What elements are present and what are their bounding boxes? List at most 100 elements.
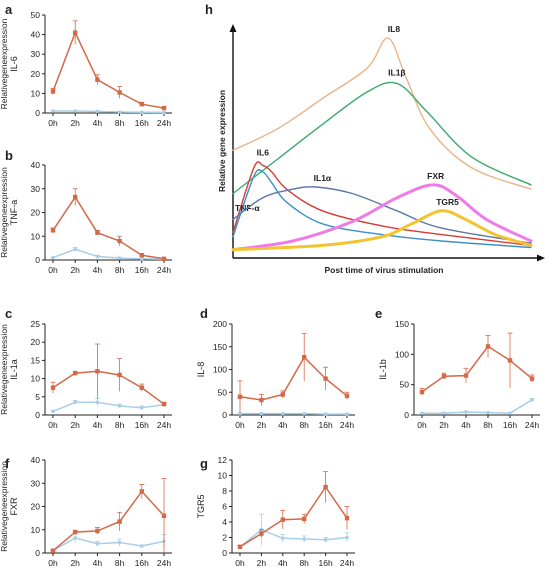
data-point — [73, 536, 77, 540]
x-tick-label: 4h — [93, 420, 103, 430]
y-axis-label-secondary: Relativegeneexpression — [0, 18, 9, 109]
data-point — [139, 385, 144, 390]
data-point — [51, 409, 55, 414]
data-point — [302, 355, 307, 360]
x-tick-label: 16h — [319, 558, 333, 568]
y-axis-label-secondary: Relativegeneexpression — [0, 461, 9, 552]
series-treated — [50, 188, 167, 262]
data-point — [50, 385, 56, 390]
x-tick-label: 0h — [48, 118, 58, 128]
data-point — [161, 105, 167, 111]
data-point — [507, 358, 513, 363]
data-point — [73, 370, 78, 376]
x-tick-label: 0h — [48, 265, 58, 275]
x-tick-label: 4h — [278, 420, 288, 430]
y-tick-label: 50 — [400, 380, 410, 390]
data-point — [259, 531, 264, 536]
curve-label-FXR: FXR — [427, 171, 444, 181]
x-tick-label: 4h — [93, 558, 103, 568]
data-point — [529, 376, 535, 381]
data-point — [117, 256, 122, 260]
y-tick-label: 5 — [35, 392, 40, 402]
data-point — [140, 405, 144, 410]
data-point — [95, 528, 100, 534]
x-tick-label: 24h — [157, 420, 171, 430]
y-tick-label: 15 — [31, 355, 41, 365]
data-point — [117, 540, 122, 545]
data-point — [140, 257, 144, 261]
data-point — [238, 411, 242, 416]
x-tick-label: 2h — [70, 420, 80, 430]
y-tick-label: 0 — [222, 410, 227, 420]
data-point — [441, 373, 447, 379]
curve-TNFa — [232, 168, 532, 249]
data-point — [486, 410, 490, 415]
series-control — [419, 398, 535, 415]
data-point — [73, 30, 78, 35]
series-line — [52, 401, 165, 413]
y-tick-label: 6 — [222, 502, 227, 512]
data-point — [73, 109, 77, 113]
data-point — [73, 194, 78, 200]
panel-label-c: c — [5, 306, 12, 321]
series-line — [52, 248, 165, 261]
y-tick-label: 10 — [31, 525, 41, 535]
data-point — [259, 397, 264, 403]
series-line — [52, 490, 165, 552]
x-tick-label: 24h — [525, 420, 539, 430]
x-tick-label: 24h — [157, 118, 171, 128]
data-point — [162, 110, 166, 115]
data-point — [50, 548, 56, 553]
y-tick-label: 200 — [213, 319, 227, 329]
series-treated — [419, 332, 535, 396]
curve-FXR — [231, 183, 533, 252]
data-point — [419, 389, 425, 395]
curve-label-TGR5: TGR5 — [436, 197, 459, 207]
x-tick-label: 0h — [48, 420, 58, 430]
y-tick-label: 0 — [35, 255, 40, 265]
curve-label-IL1a: IL1α — [314, 173, 332, 183]
x-tick-label: 8h — [483, 420, 493, 430]
panel-b: b 0 10 20 30 40 0h 2h 4h 8h 16h 24h TNF-aRelativegen… — [0, 148, 172, 275]
data-point — [280, 517, 285, 522]
series-control — [50, 398, 167, 414]
panel-label-a: a — [5, 2, 13, 17]
series-line — [421, 345, 533, 393]
y-tick-label: 0 — [222, 548, 227, 558]
data-point — [95, 541, 100, 546]
x-tick-label: 2h — [257, 420, 267, 430]
series-line — [240, 412, 347, 415]
series-line — [53, 110, 165, 114]
y-axis-label: IL-6 — [9, 56, 19, 72]
series-line — [52, 537, 165, 552]
y-tick-label: 0 — [35, 108, 40, 118]
series-line — [52, 30, 165, 109]
series-line — [422, 399, 533, 414]
series-line — [239, 485, 348, 548]
data-point — [345, 535, 349, 540]
y-tick-label: 20 — [31, 502, 41, 512]
data-point — [73, 400, 77, 405]
data-point — [95, 77, 100, 82]
y-tick-label: 0 — [35, 548, 40, 558]
data-point — [161, 401, 167, 407]
y-tick-label: 2 — [222, 533, 227, 543]
panel-h: h Post time of virus stimulation Relative … — [205, 2, 545, 275]
y-axis-label: IL-8 — [196, 362, 206, 378]
x-tick-label: 4h — [278, 558, 288, 568]
data-point — [50, 228, 56, 233]
data-point — [323, 538, 328, 542]
series-control — [50, 532, 167, 553]
data-point — [281, 536, 285, 541]
x-tick-label: 2h — [257, 558, 267, 568]
x-tick-label: 16h — [135, 265, 149, 275]
data-point — [259, 411, 264, 416]
data-point — [51, 255, 55, 260]
data-point — [73, 247, 77, 252]
x-tick-label: 24h — [157, 558, 171, 568]
data-point — [464, 410, 468, 414]
data-point — [302, 411, 307, 416]
y-axis-label: TNF-a — [9, 200, 19, 226]
panel-g: g 0 2 4 6 8 10 12 0h 2h 4h 8h 16h 24h TGR5 — [196, 455, 355, 568]
